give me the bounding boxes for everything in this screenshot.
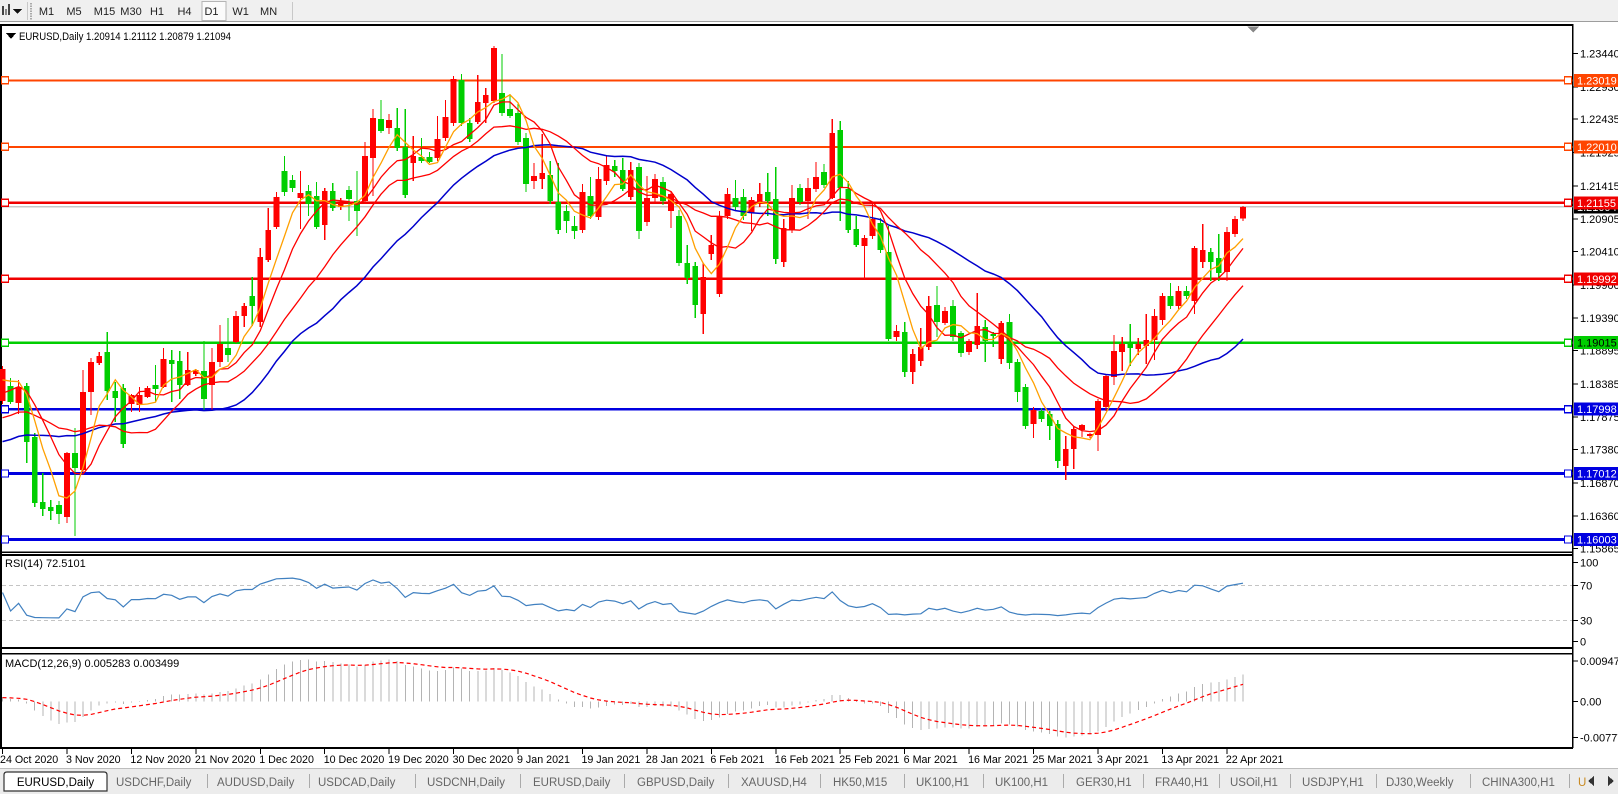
svg-text:1.16003: 1.16003: [1577, 535, 1617, 547]
svg-text:6 Feb 2021: 6 Feb 2021: [710, 754, 764, 766]
svg-text:1.19015: 1.19015: [1577, 338, 1617, 350]
svg-text:GBPUSD,Daily: GBPUSD,Daily: [637, 777, 715, 789]
svg-text:U: U: [1578, 777, 1586, 789]
svg-text:RSI(14) 72.5101: RSI(14) 72.5101: [5, 558, 86, 570]
svg-text:16 Mar 2021: 16 Mar 2021: [968, 754, 1028, 766]
svg-text:1.20410: 1.20410: [1580, 246, 1618, 258]
svg-text:9 Jan 2021: 9 Jan 2021: [517, 754, 570, 766]
svg-text:AUDUSD,Daily: AUDUSD,Daily: [217, 777, 295, 789]
svg-text:CHINA300,H1: CHINA300,H1: [1482, 777, 1555, 789]
svg-text:EURUSD,Daily: EURUSD,Daily: [533, 777, 611, 789]
svg-text:USDCHF,Daily: USDCHF,Daily: [116, 777, 192, 789]
svg-text:22 Apr 2021: 22 Apr 2021: [1226, 754, 1284, 766]
svg-text:XAUUSD,H4: XAUUSD,H4: [741, 777, 807, 789]
svg-text:M5: M5: [66, 6, 81, 18]
svg-text:UK100,H1: UK100,H1: [916, 777, 969, 789]
svg-text:25 Mar 2021: 25 Mar 2021: [1033, 754, 1093, 766]
svg-text:H4: H4: [177, 6, 191, 18]
svg-text:3 Apr 2021: 3 Apr 2021: [1097, 754, 1149, 766]
svg-text:1 Dec 2020: 1 Dec 2020: [259, 754, 314, 766]
svg-text:M15: M15: [94, 6, 115, 18]
svg-text:1.15865: 1.15865: [1580, 543, 1618, 555]
svg-text:EURUSD,Daily: EURUSD,Daily: [17, 777, 95, 789]
svg-text:100: 100: [1580, 558, 1598, 570]
svg-text:DJ30,Weekly: DJ30,Weekly: [1386, 777, 1454, 789]
svg-text:USOil,H1: USOil,H1: [1230, 777, 1278, 789]
svg-text:1.19390: 1.19390: [1580, 313, 1618, 325]
svg-text:1.21415: 1.21415: [1580, 181, 1618, 193]
svg-text:W1: W1: [232, 6, 249, 18]
svg-text:1.23440: 1.23440: [1580, 48, 1618, 60]
svg-text:1.17998: 1.17998: [1577, 404, 1617, 416]
svg-text:0.00: 0.00: [1580, 697, 1601, 709]
svg-text:1.16870: 1.16870: [1580, 478, 1618, 490]
svg-text:EURUSD,Daily 1.20914 1.21112: EURUSD,Daily 1.20914 1.21112 1.20879 1.2…: [19, 31, 231, 43]
svg-text:FRA40,H1: FRA40,H1: [1155, 777, 1209, 789]
svg-text:1.22435: 1.22435: [1580, 114, 1618, 126]
svg-text:30: 30: [1580, 616, 1592, 628]
svg-text:1.17380: 1.17380: [1580, 444, 1618, 456]
svg-text:1.17012: 1.17012: [1577, 469, 1617, 481]
svg-text:M30: M30: [120, 6, 141, 18]
svg-text:28 Jan 2021: 28 Jan 2021: [646, 754, 705, 766]
svg-text:GER30,H1: GER30,H1: [1076, 777, 1132, 789]
svg-text:10 Dec 2020: 10 Dec 2020: [324, 754, 385, 766]
svg-text:M1: M1: [39, 6, 54, 18]
svg-text:MN: MN: [260, 6, 277, 18]
svg-text:25 Feb 2021: 25 Feb 2021: [839, 754, 899, 766]
svg-text:21 Nov 2020: 21 Nov 2020: [195, 754, 256, 766]
svg-text:30 Dec 2020: 30 Dec 2020: [453, 754, 514, 766]
svg-text:16 Feb 2021: 16 Feb 2021: [775, 754, 835, 766]
svg-text:0: 0: [1580, 637, 1586, 649]
svg-text:3 Nov 2020: 3 Nov 2020: [66, 754, 121, 766]
svg-text:1.23019: 1.23019: [1577, 75, 1617, 87]
svg-text:1.19992: 1.19992: [1577, 274, 1617, 286]
svg-text:HK50,M15: HK50,M15: [833, 777, 887, 789]
svg-text:6 Mar 2021: 6 Mar 2021: [904, 754, 958, 766]
svg-text:13 Apr 2021: 13 Apr 2021: [1161, 754, 1219, 766]
svg-text:19 Jan 2021: 19 Jan 2021: [581, 754, 640, 766]
svg-text:USDCAD,Daily: USDCAD,Daily: [318, 777, 396, 789]
svg-text:-0.00777: -0.00777: [1580, 733, 1618, 745]
svg-text:19 Dec 2020: 19 Dec 2020: [388, 754, 449, 766]
svg-text:1.20905: 1.20905: [1580, 214, 1618, 226]
svg-text:USDCNH,Daily: USDCNH,Daily: [427, 777, 505, 789]
svg-text:1.21155: 1.21155: [1577, 198, 1616, 210]
svg-text:1.16360: 1.16360: [1580, 511, 1618, 523]
svg-text:UK100,H1: UK100,H1: [995, 777, 1048, 789]
svg-text:D1: D1: [204, 6, 218, 18]
svg-text:12 Nov 2020: 12 Nov 2020: [130, 754, 191, 766]
svg-text:0.009478: 0.009478: [1580, 656, 1618, 668]
svg-text:H1: H1: [150, 6, 164, 18]
svg-text:1.18385: 1.18385: [1580, 379, 1618, 391]
svg-text:24 Oct 2020: 24 Oct 2020: [0, 754, 58, 766]
svg-text:MACD(12,26,9) 0.005283 0.00349: MACD(12,26,9) 0.005283 0.003499: [5, 658, 179, 670]
svg-text:70: 70: [1580, 580, 1592, 592]
svg-text:USDJPY,H1: USDJPY,H1: [1302, 777, 1364, 789]
svg-text:1.22010: 1.22010: [1577, 142, 1617, 154]
